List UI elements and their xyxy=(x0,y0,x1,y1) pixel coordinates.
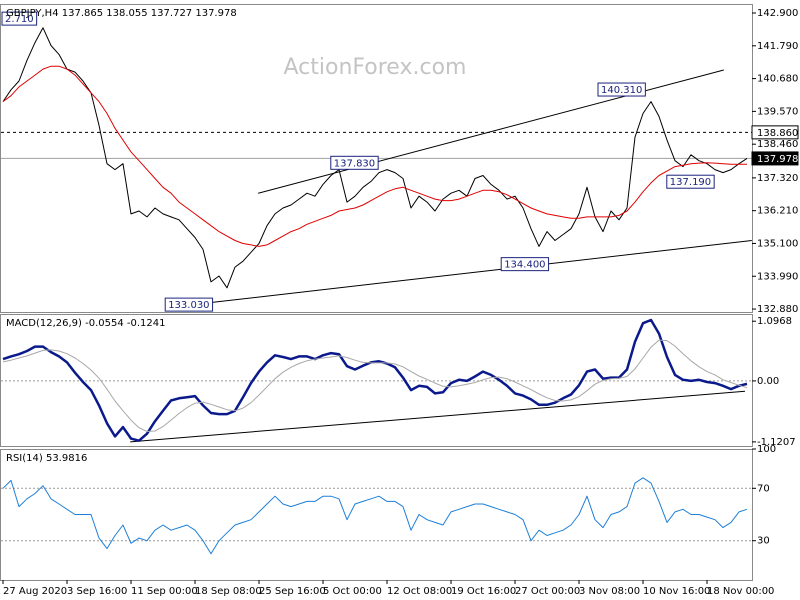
series-line xyxy=(2,65,747,247)
y-tick-label: 138.460 xyxy=(757,139,798,150)
annotation-box xyxy=(330,155,379,170)
y-tick-label: 133.990 xyxy=(757,271,798,282)
price-label: 138.860 xyxy=(757,128,798,139)
pane-title: MACD(12,26,9) -0.0554 -0.1241 xyxy=(6,318,166,329)
annotation-label: 2.710 xyxy=(5,14,34,25)
y-tick-label: 142.900 xyxy=(757,8,798,19)
annotation-label: 137.830 xyxy=(334,158,375,169)
y-tick-label: 100 xyxy=(757,444,776,455)
x-tick-label: 12 Oct 08:00 xyxy=(387,586,452,597)
x-tick-label: 27 Oct 00:00 xyxy=(515,586,580,597)
series-line xyxy=(2,339,748,432)
price-label: 137.978 xyxy=(757,154,798,165)
plot-area: ActionForex.com xyxy=(1,27,752,304)
annotation-label: 133.030 xyxy=(168,300,209,311)
x-tick-label: 3 Nov 08:00 xyxy=(579,586,640,597)
watermark: ActionForex.com xyxy=(284,55,467,80)
annotation-box xyxy=(500,257,550,272)
x-tick-label: 3 Sep 16:00 xyxy=(67,586,127,597)
price-label-box xyxy=(751,151,799,166)
x-tick-label: 18 Nov 00:00 xyxy=(707,586,774,597)
plot-area xyxy=(1,477,752,555)
series-line xyxy=(2,27,748,289)
plot-area xyxy=(1,318,752,443)
y-tick-label: 70 xyxy=(757,483,770,494)
pane-title: GBPJPY,H4 137.865 138.055 137.727 137.97… xyxy=(6,8,237,19)
y-tick-label: 140.680 xyxy=(757,74,798,85)
y-tick-label: 0.00 xyxy=(757,376,779,387)
rsi-pane xyxy=(0,449,753,581)
y-tick-label: 1.0968 xyxy=(757,316,792,327)
price-label-box xyxy=(751,125,799,140)
series-line xyxy=(2,477,748,555)
x-tick-label: 10 Nov 16:00 xyxy=(643,586,710,597)
y-tick-label: 141.790 xyxy=(757,41,798,52)
trend-line xyxy=(130,390,746,443)
annotation-label: 134.400 xyxy=(504,260,545,271)
y-tick-label: 136.210 xyxy=(757,206,798,217)
x-tick-label: 18 Sep 08:00 xyxy=(195,586,262,597)
annotation-box xyxy=(666,174,715,189)
annotation-label: 137.190 xyxy=(670,177,711,188)
y-tick-label: -1.1207 xyxy=(757,437,796,448)
x-tick-label: 25 Sep 16:00 xyxy=(259,586,326,597)
y-tick-label: 30 xyxy=(757,536,770,547)
y-tick-label: 137.320 xyxy=(757,173,798,184)
trend-line xyxy=(258,69,724,194)
y-tick-label: 135.100 xyxy=(757,238,798,249)
annotation-box xyxy=(597,82,646,97)
x-tick-label: 5 Oct 00:00 xyxy=(323,586,382,597)
annotation-label: 140.310 xyxy=(601,85,642,96)
x-tick-label: 11 Sep 00:00 xyxy=(131,586,198,597)
y-tick-label: 132.880 xyxy=(757,304,798,315)
trend-line xyxy=(210,240,752,304)
annotation-box xyxy=(1,11,38,26)
annotation-box xyxy=(164,297,214,312)
x-tick-label: 19 Oct 16:00 xyxy=(451,586,516,597)
pane-title: RSI(14) 53.9816 xyxy=(6,453,87,464)
y-tick-label: 139.570 xyxy=(757,106,798,117)
x-tick-label: 27 Aug 2020 xyxy=(3,586,67,597)
series-line xyxy=(2,318,748,442)
